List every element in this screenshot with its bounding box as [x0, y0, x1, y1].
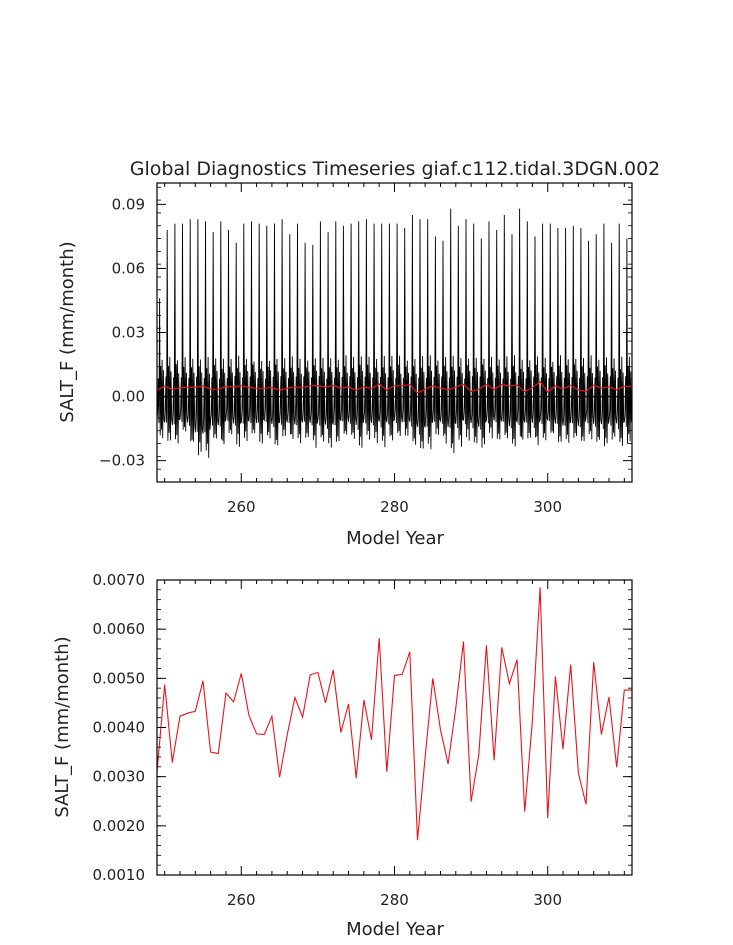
top-annual-mean-line: [156, 381, 632, 394]
top-y-tick-label: 0.00: [112, 388, 145, 406]
bottom-x-axis-label: Model Year: [346, 919, 444, 940]
bottom-chart: 260 280 300 0.0010 0.0020 0.0030 0.0040 0.0050 0…: [52, 571, 633, 940]
top-y-tick-label: 0.03: [112, 324, 145, 342]
top-y-tick-label: 0.06: [112, 259, 145, 277]
bottom-y-axis-label: SALT_F (mm/month): [52, 636, 73, 817]
bottom-y-tick-label: 0.0020: [93, 817, 146, 835]
bottom-y-tick-label: 0.0060: [93, 620, 146, 638]
bottom-x-tick-label: 300: [533, 891, 562, 909]
bottom-y-tick-label: 0.0070: [93, 571, 146, 589]
bottom-x-tick-label: 260: [227, 891, 256, 909]
top-x-tick-label: 300: [533, 498, 562, 516]
bottom-y-tick-label: 0.0040: [93, 719, 146, 737]
top-x-tick-label: 260: [227, 498, 256, 516]
bottom-x-tick-label: 280: [380, 891, 409, 909]
bottom-y-tick-label: 0.0050: [93, 669, 146, 687]
top-x-axis-label: Model Year: [346, 528, 444, 549]
bottom-y-tick-label: 0.0030: [93, 768, 146, 786]
top-chart-title: Global Diagnostics Timeseries giaf.c112.…: [130, 158, 661, 180]
top-monthly-series-line: [156, 208, 633, 458]
top-x-tick-label: 280: [380, 498, 409, 516]
top-y-axis-label: SALT_F (mm/month): [57, 241, 78, 422]
top-y-tick-label: 0.09: [112, 195, 145, 213]
bottom-y-tick-label: 0.0010: [93, 866, 146, 884]
top-y-tick-label: −0.03: [99, 452, 145, 470]
top-chart: Global Diagnostics Timeseries giaf.c112.…: [57, 158, 660, 549]
bottom-annual-mean-line: [156, 587, 632, 841]
